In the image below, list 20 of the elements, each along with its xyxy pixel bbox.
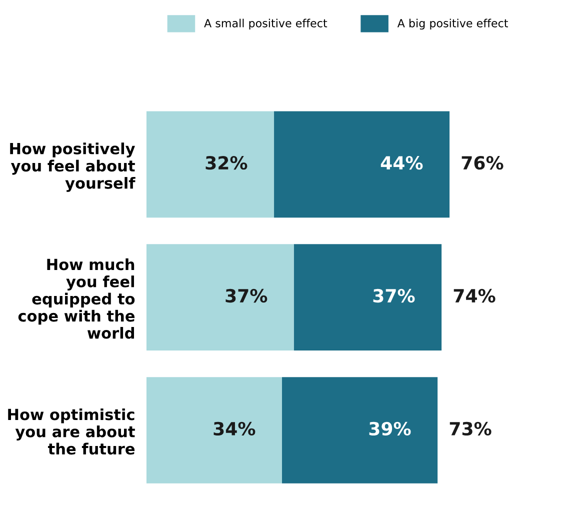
bar bbox=[146, 111, 274, 218]
legend-label: A big positive effect bbox=[397, 18, 508, 30]
y-tick-label: How optimistic you are about the future bbox=[8, 408, 135, 455]
bar bbox=[146, 377, 282, 484]
legend-label: A small positive effect bbox=[204, 18, 328, 30]
total-label: 73% bbox=[450, 422, 492, 436]
bar bbox=[146, 244, 294, 351]
bar bbox=[282, 377, 438, 484]
total-label: 76% bbox=[462, 156, 504, 170]
data-label: 39% bbox=[369, 422, 411, 436]
total-label: 74% bbox=[454, 288, 496, 303]
data-label: 37% bbox=[226, 288, 268, 303]
data-label: 37% bbox=[373, 288, 415, 303]
data-label: 32% bbox=[206, 156, 248, 170]
data-label: 44% bbox=[380, 156, 423, 170]
bar bbox=[294, 244, 442, 351]
data-label: 34% bbox=[214, 422, 256, 436]
y-tick-label: How much you feel equipped to cope with the world bbox=[18, 258, 135, 339]
bar bbox=[274, 111, 450, 218]
y-tick-label: How positively you feel about yourself bbox=[10, 142, 136, 192]
